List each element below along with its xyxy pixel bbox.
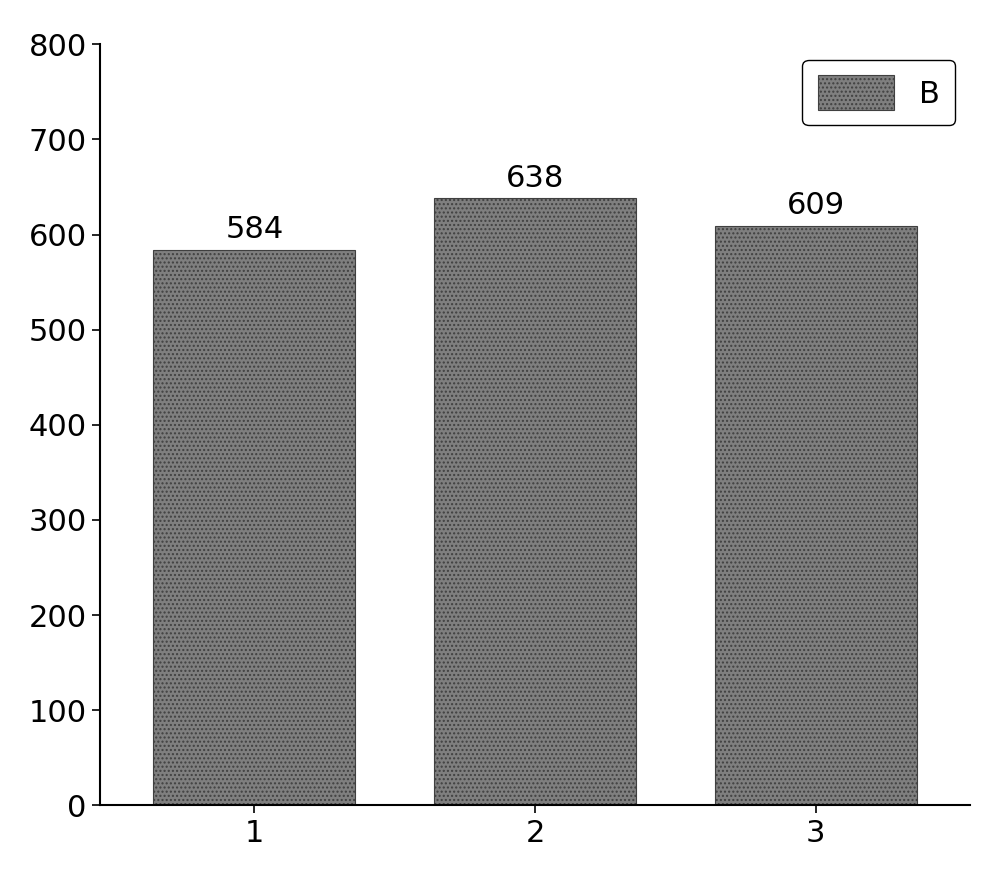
Text: 638: 638 (506, 164, 564, 193)
Text: 584: 584 (225, 215, 283, 244)
Text: 609: 609 (787, 191, 845, 220)
Legend: B: B (802, 59, 955, 126)
Bar (715, 226, 917, 805)
Bar (153, 250, 355, 805)
Bar (434, 198, 636, 805)
